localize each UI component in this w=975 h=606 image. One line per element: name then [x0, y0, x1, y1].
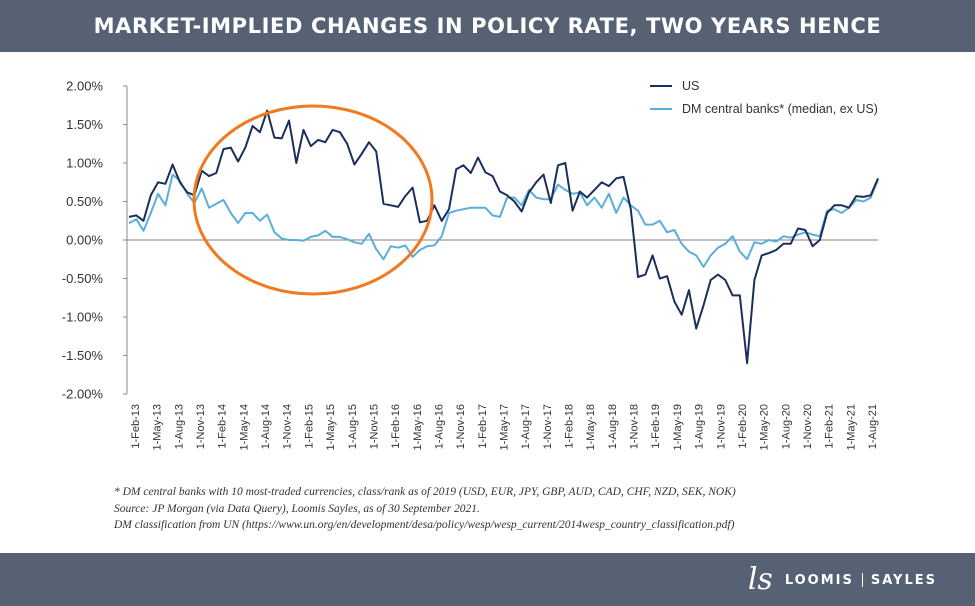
- x-tick-label: 1-Aug-19: [694, 404, 706, 449]
- x-tick-label: 1-May-17: [499, 404, 511, 450]
- y-tick-label: -2.00%: [62, 387, 104, 402]
- y-tick-label: 1.00%: [66, 156, 103, 171]
- y-tick-label: 0.50%: [66, 194, 103, 209]
- series-line-dm: [128, 173, 879, 268]
- x-tick-label: 1-Feb-13: [130, 404, 142, 449]
- line-chart: 2.00% 1.50% 1.00% 0.50% 0.00% -0.50% -1.00% -1.…: [62, 79, 879, 451]
- footnotes: * DM central banks with 10 most-traded c…: [114, 484, 964, 534]
- x-tick-label: 1-Feb-18: [564, 404, 576, 449]
- x-tick-label: 1-Aug-18: [607, 404, 619, 449]
- x-tick-label: 1-Feb-21: [824, 404, 836, 449]
- x-tick-label: 1-Aug-14: [260, 404, 272, 449]
- x-tick-label: 1-May-14: [238, 404, 250, 450]
- x-tick-label: 1-Feb-15: [303, 404, 315, 449]
- x-tick-label: 1-Nov-15: [368, 404, 380, 449]
- x-tick-label: 1-Aug-15: [347, 404, 359, 449]
- x-tick-label: 1-Nov-18: [629, 404, 641, 449]
- logo-word-sayles: SAYLES: [870, 572, 937, 588]
- footnote-source: Source: JP Morgan (via Data Query), Loom…: [114, 502, 480, 515]
- logo-word-loomis: LOOMIS: [784, 572, 854, 588]
- legend-label-us: US: [682, 79, 699, 93]
- x-tick-label: 1-Nov-14: [282, 404, 294, 449]
- highlight-ellipse: [192, 104, 434, 296]
- x-tick-label: 1-May-19: [672, 404, 684, 450]
- y-tick-label: 0.00%: [66, 233, 103, 248]
- legend: US DM central banks* (median, ex US): [650, 79, 878, 116]
- x-tick-label: 1-Feb-20: [737, 404, 749, 449]
- x-tick-label: 1-Aug-17: [520, 404, 532, 449]
- x-tick-label: 1-May-21: [845, 404, 857, 450]
- loomis-sayles-logo: ls LOOMIS SAYLES: [748, 564, 937, 596]
- y-tick-label: -0.50%: [62, 271, 104, 286]
- x-tick-label: 1-May-16: [412, 404, 424, 450]
- x-tick-label: 1-Aug-13: [173, 404, 185, 449]
- x-tick-label: 1-Nov-17: [542, 404, 554, 449]
- series-line-us: [128, 109, 879, 365]
- title-banner: MARKET-IMPLIED CHANGES IN POLICY RATE, T…: [0, 0, 975, 52]
- logo-wordmark: LOOMIS SAYLES: [785, 573, 937, 588]
- chart-title: MARKET-IMPLIED CHANGES IN POLICY RATE, T…: [93, 14, 882, 38]
- x-tick-label: 1-May-20: [759, 404, 771, 450]
- x-tick-label: 1-May-13: [152, 404, 164, 450]
- x-tick-label: 1-Aug-20: [780, 404, 792, 449]
- footer-bar: ls LOOMIS SAYLES: [0, 553, 975, 606]
- chart-area: 2.00% 1.50% 1.00% 0.50% 0.00% -0.50% -1.00% -1.…: [0, 52, 975, 480]
- x-tick-label: 1-Nov-20: [802, 404, 814, 449]
- x-tick-label: 1-May-15: [325, 404, 337, 450]
- ls-monogram-icon: ls: [747, 562, 773, 597]
- footnote-dm-definition: * DM central banks with 10 most-traded c…: [114, 486, 736, 498]
- x-axis: 1-Feb-13 1-May-13 1-Aug-13 1-Nov-13 1-Feb-14…: [130, 404, 879, 450]
- x-tick-label: 1-Feb-17: [477, 404, 489, 449]
- x-tick-label: 1-Aug-16: [433, 404, 445, 449]
- x-tick-label: 1-Nov-13: [195, 404, 207, 449]
- legend-label-dm: DM central banks* (median, ex US): [682, 102, 878, 116]
- x-tick-label: 1-Nov-16: [455, 404, 467, 449]
- x-tick-label: 1-Feb-19: [650, 404, 662, 449]
- y-tick-label: 2.00%: [66, 79, 103, 94]
- y-tick-label: -1.50%: [62, 348, 104, 363]
- x-tick-label: 1-Feb-14: [217, 404, 229, 449]
- y-tick-label: -1.00%: [62, 310, 104, 325]
- x-tick-label: 1-Feb-16: [390, 404, 402, 449]
- footnote-classification: DM classification from UN (https://www.u…: [114, 519, 735, 531]
- y-axis: 2.00% 1.50% 1.00% 0.50% 0.00% -0.50% -1.00% -1.…: [62, 79, 128, 402]
- logo-divider: [861, 573, 863, 587]
- x-tick-label: 1-Aug-21: [867, 404, 879, 449]
- x-tick-label: 1-Nov-19: [715, 404, 727, 449]
- x-tick-label: 1-May-18: [585, 404, 597, 450]
- y-tick-label: 1.50%: [66, 117, 103, 132]
